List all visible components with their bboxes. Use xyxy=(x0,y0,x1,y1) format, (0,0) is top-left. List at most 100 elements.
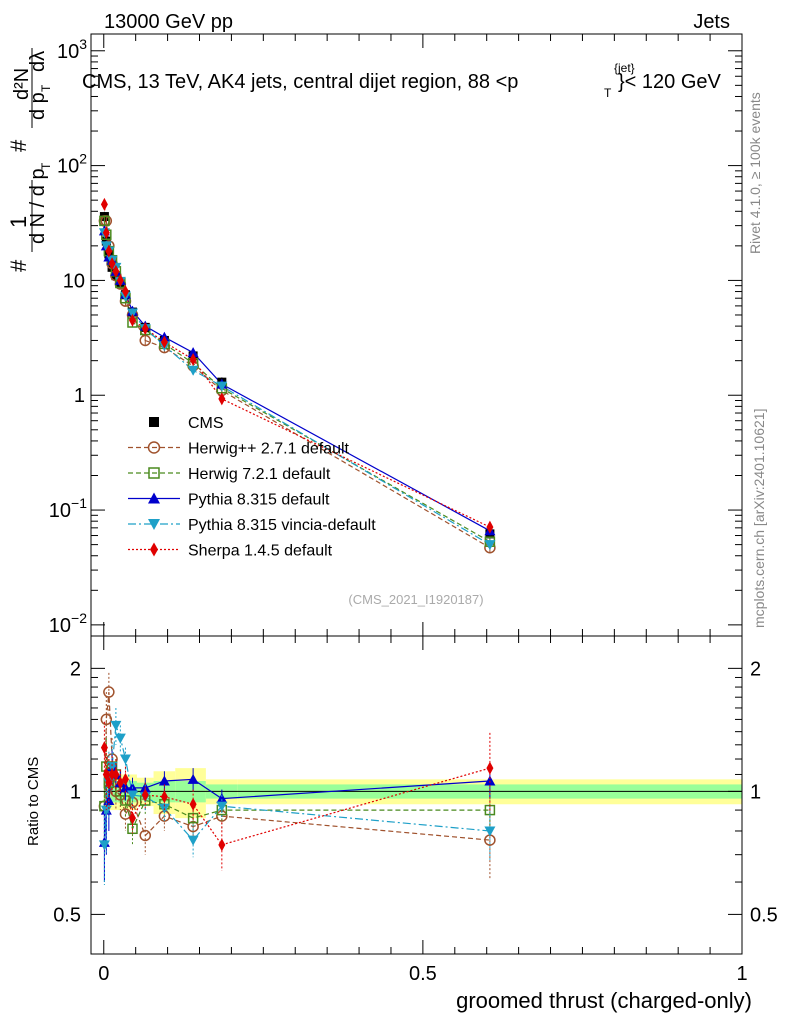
ratio-series-lines xyxy=(103,692,491,846)
series-point xyxy=(187,347,199,358)
series-point xyxy=(486,520,494,534)
series-point xyxy=(99,215,110,227)
legend-label: Pythia 8.315 default xyxy=(188,492,330,509)
ratio-y-tick-label-right: 1 xyxy=(750,781,761,803)
rivet-label: Rivet 4.1.0, ≥ 100k events xyxy=(747,92,763,254)
main-y-tick-label: 102 xyxy=(57,151,87,178)
legend-entry: CMS xyxy=(149,415,224,432)
ratio-point xyxy=(103,686,115,698)
ratio-point xyxy=(100,741,108,755)
x-tick-label: 0 xyxy=(98,963,109,985)
series-point xyxy=(100,197,108,211)
plot-title: CMS, 13 TeV, AK4 jets, central dijet reg… xyxy=(82,61,722,100)
y-label-lambda: dλ xyxy=(27,51,49,72)
series-point xyxy=(187,365,199,376)
y-label-frac2-num: d²N xyxy=(11,68,33,100)
y-label-sub-t1: T xyxy=(39,162,53,170)
main-y-tick-label: 1 xyxy=(74,385,85,407)
main-y-tick-label: 10−2 xyxy=(49,610,87,637)
legend: CMS Herwig++ 2.7.1 default Herwig 7.2.1 de… xyxy=(128,415,376,560)
plot-title-main: CMS, 13 TeV, AK4 jets, central dijet reg… xyxy=(82,71,518,93)
y-label-sub-t2: T xyxy=(39,84,53,92)
plot-title-sup: {jet} xyxy=(614,61,635,75)
ratio-point xyxy=(98,840,110,851)
legend-label: CMS xyxy=(188,415,224,432)
x-tick-label: 1 xyxy=(736,963,747,985)
plot-title-sub: T xyxy=(604,86,612,100)
ratio-line-1 xyxy=(103,692,490,841)
ratio-series-points xyxy=(98,672,496,886)
ratio-y-tick-label-right: 2 xyxy=(750,658,761,680)
ratio-point xyxy=(160,790,168,804)
mcplots-label: mcplots.cern.ch [arXiv:2401.10621] xyxy=(751,409,767,628)
legend-marker xyxy=(148,519,160,530)
ratio-y-tick-label-right: 0.5 xyxy=(750,904,778,926)
ratio-point xyxy=(486,761,494,775)
main-x-ticks xyxy=(103,34,743,636)
legend-label: Herwig++ 2.7.1 default xyxy=(188,441,350,458)
ratio-point xyxy=(100,713,113,726)
ratio-point xyxy=(121,772,129,786)
ratio-point xyxy=(126,790,138,801)
ratio-point xyxy=(128,811,136,825)
ratio-y-tick-label: 1 xyxy=(70,781,81,803)
legend-label: Sherpa 1.4.5 default xyxy=(188,543,333,560)
series-point xyxy=(139,334,151,347)
series-point xyxy=(105,244,113,258)
legend-label: Pythia 8.315 vincia-default xyxy=(188,517,376,534)
ratio-y-ticks: 2 2 1 1 0.5 0.5 xyxy=(53,658,778,926)
series-point xyxy=(112,264,120,278)
energy-label: 13000 GeV pp xyxy=(104,11,233,33)
main-y-tick-label: 103 xyxy=(57,36,87,63)
series-point xyxy=(160,335,168,349)
legend-marker xyxy=(149,417,159,427)
ratio-point xyxy=(108,767,116,781)
ratio-point xyxy=(218,838,226,852)
ratio-point xyxy=(139,829,151,842)
ratio-point xyxy=(216,801,228,812)
legend-marker xyxy=(148,467,160,479)
series-point xyxy=(126,308,138,319)
analysis-id: (CMS_2021_I1920187) xyxy=(348,592,483,607)
series-point xyxy=(216,381,228,392)
ratio-point xyxy=(216,793,228,804)
ratio-y-tick-label: 0.5 xyxy=(53,904,81,926)
ratio-x-ticks: 0 0.5 1 xyxy=(98,636,748,985)
y-label-frac1-den: d N / d p xyxy=(27,168,49,244)
legend-marker xyxy=(147,441,161,454)
legend-entry: Pythia 8.315 vincia-default xyxy=(128,517,376,534)
ratio-point xyxy=(484,826,496,837)
y-label-hash1: # xyxy=(6,259,31,272)
ratio-point xyxy=(189,797,197,811)
legend-marker xyxy=(150,542,158,557)
category-label: Jets xyxy=(693,11,730,33)
series-point xyxy=(121,285,129,299)
series-point xyxy=(128,313,136,327)
series-point xyxy=(102,226,110,240)
legend-entry: Sherpa 1.4.5 default xyxy=(128,542,333,560)
legend-label: Herwig 7.2.1 default xyxy=(188,466,331,483)
y-label-frac1-num: 1 xyxy=(6,216,31,228)
series-point xyxy=(141,322,149,336)
main-y-tick-label: 10−1 xyxy=(49,495,87,522)
ratio-point xyxy=(187,773,199,784)
ratio-y-axis-label: Ratio to CMS xyxy=(25,757,42,846)
main-y-axis-label: # 1 d N / d p T # d²N d p T dλ xyxy=(6,48,53,272)
main-series-points xyxy=(98,197,496,554)
x-tick-label: 0.5 xyxy=(409,963,437,985)
series-point xyxy=(189,352,197,366)
ratio-plot-frame xyxy=(90,635,743,955)
ratio-point xyxy=(187,835,199,846)
y-label-hash2: # xyxy=(6,139,31,152)
ratio-y-tick-label: 2 xyxy=(70,658,81,680)
legend-marker xyxy=(148,492,160,504)
ratio-point xyxy=(119,808,132,820)
ratio-point xyxy=(119,754,131,765)
y-label-frac2-den: d p xyxy=(27,92,49,120)
ratio-point xyxy=(112,767,120,781)
ratio-point xyxy=(114,733,126,744)
main-y-tick-label: 10 xyxy=(63,270,85,292)
series-point xyxy=(108,257,116,271)
